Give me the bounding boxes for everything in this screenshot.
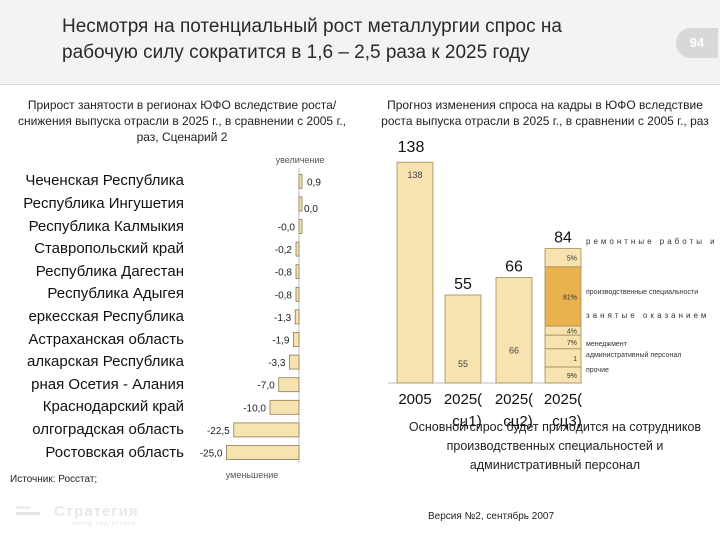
value-label: -22,5 bbox=[207, 426, 230, 437]
bar bbox=[289, 354, 300, 370]
value-label: 0,0 bbox=[304, 204, 318, 215]
logo-tagline: центр подготовки bbox=[72, 521, 136, 527]
column-bar bbox=[495, 276, 533, 384]
bar bbox=[226, 445, 300, 460]
value-label: -0,8 bbox=[275, 268, 293, 279]
category-label: Краснодарский край bbox=[42, 398, 184, 416]
decrease-label: уменьшение bbox=[226, 470, 278, 480]
legend-label: прочие bbox=[586, 367, 609, 374]
category-label: Республика Ингушетия bbox=[23, 194, 184, 212]
category-label: олгоградская область bbox=[32, 420, 184, 438]
bar bbox=[294, 309, 300, 325]
value-label: -10,0 bbox=[243, 403, 266, 414]
segment-pct-label: 5% bbox=[567, 256, 577, 263]
total-value-label: 66 bbox=[505, 258, 523, 275]
category-label-line2: сц2) bbox=[503, 413, 532, 430]
source-text: Источник: Росстат; bbox=[10, 474, 98, 485]
segment-pct-label: 4% bbox=[567, 329, 577, 336]
total-value-label: 138 bbox=[398, 139, 425, 156]
bar bbox=[295, 241, 300, 257]
category-label: 2025( bbox=[544, 391, 582, 408]
company-logo: Стратегия центр подготовки bbox=[14, 498, 174, 528]
value-label: -1,9 bbox=[272, 336, 290, 347]
page-title: Несмотря на потенциальный рост металлург… bbox=[62, 16, 562, 63]
segment-pct-label: 81% bbox=[563, 294, 577, 301]
bar bbox=[298, 219, 303, 234]
category-label-line2: сц1) bbox=[452, 413, 481, 430]
bar bbox=[233, 422, 300, 438]
bar bbox=[295, 286, 300, 302]
left-chart-subtitle: Прирост занятости в регионах ЮФО вследст… bbox=[17, 98, 347, 144]
increase-label: увеличение bbox=[276, 155, 325, 165]
version-text: Версия №2, сентябрь 2007 bbox=[428, 511, 555, 522]
value-label: -0,8 bbox=[275, 290, 293, 301]
inner-value-label: 55 bbox=[458, 359, 468, 369]
category-label-line2: сц3) bbox=[552, 413, 581, 430]
legend-label: административный персонал bbox=[586, 351, 681, 359]
category-label: Астраханская область bbox=[28, 330, 184, 348]
logo-graphic: Стратегия центр подготовки bbox=[16, 503, 139, 527]
category-label: еркесская Республика bbox=[28, 307, 184, 325]
value-label: -0,0 bbox=[278, 223, 296, 234]
value-label: -1,3 bbox=[274, 313, 292, 324]
page-number-badge: 94 bbox=[676, 28, 718, 58]
total-value-label: 84 bbox=[554, 230, 572, 247]
total-value-label: 55 bbox=[454, 276, 472, 293]
legend-label: производственные специальности bbox=[586, 289, 698, 296]
bar bbox=[278, 377, 300, 393]
value-label: 0,9 bbox=[307, 177, 321, 188]
logo-mark-2 bbox=[16, 512, 40, 515]
category-label: Ставропольский край bbox=[34, 240, 184, 258]
stack-segment bbox=[544, 266, 582, 327]
bar bbox=[298, 173, 303, 189]
category-label: Чеченская Республика bbox=[25, 172, 184, 190]
value-label: -25,0 bbox=[200, 449, 223, 460]
value-label: -3,3 bbox=[268, 358, 286, 369]
right-chart-subtitle: Прогноз изменения спроса на кадры в ЮФО … bbox=[381, 98, 709, 128]
inner-value-label: 66 bbox=[509, 345, 519, 355]
segment-pct-label: 9% bbox=[567, 373, 577, 380]
category-label: 2025( bbox=[444, 391, 482, 408]
legend-label: менеджмент bbox=[586, 341, 628, 348]
logo-mark bbox=[16, 506, 30, 509]
logo-name: Стратегия bbox=[54, 503, 139, 520]
bar bbox=[295, 264, 300, 280]
category-label: рная Осетия - Алания bbox=[31, 375, 184, 393]
category-label: алкарская Республика bbox=[27, 353, 184, 371]
value-label: -7,0 bbox=[257, 381, 275, 392]
column-bar bbox=[396, 161, 434, 384]
bar bbox=[269, 399, 300, 415]
value-label: -0,2 bbox=[275, 245, 293, 256]
legend-label: занятые оказанием bbox=[586, 311, 709, 320]
footnote: Основной спрос будет приходится на сотру… bbox=[408, 420, 702, 472]
legend-label: ремонтные работы и bbox=[586, 237, 718, 246]
segment-pct-label: 7% bbox=[567, 340, 577, 347]
category-label: Ростовская область bbox=[45, 443, 184, 461]
category-label: Республика Калмыкия bbox=[28, 217, 184, 235]
bar bbox=[293, 332, 300, 347]
inner-value-label: 138 bbox=[407, 170, 422, 180]
category-label: 2005 bbox=[398, 391, 431, 408]
segment-pct-label: 1 bbox=[573, 356, 577, 363]
category-label: Республика Дагестан bbox=[35, 262, 184, 280]
stack-segment bbox=[544, 366, 582, 384]
bar bbox=[298, 196, 303, 212]
category-label: Республика Адыгея bbox=[47, 285, 184, 303]
column-bar bbox=[444, 294, 482, 384]
header-bar bbox=[0, 0, 720, 85]
category-label: 2025( bbox=[495, 391, 533, 408]
